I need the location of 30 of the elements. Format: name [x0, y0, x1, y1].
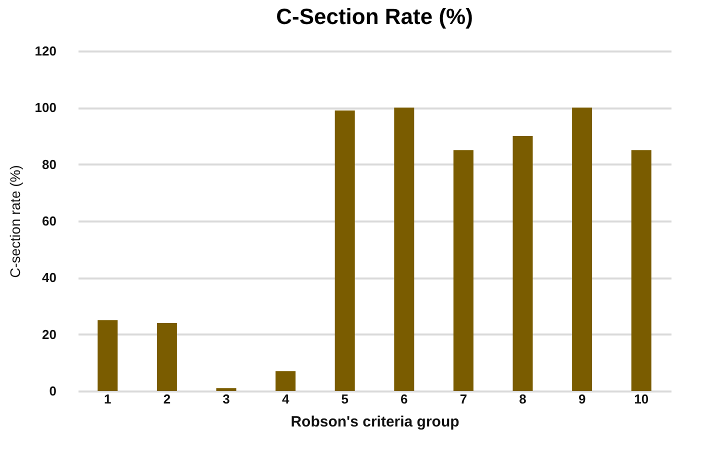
bar [156, 323, 177, 391]
x-tick-label: 7 [460, 392, 468, 406]
bar [216, 388, 236, 391]
bar [334, 110, 355, 391]
x-tick-label: 4 [282, 392, 290, 406]
x-tick-label: 10 [634, 392, 649, 406]
bar [512, 136, 533, 391]
y-tick-label: 80 [42, 156, 56, 172]
y-axis-title: C-section rate (%) [6, 165, 23, 278]
y-tick-label: 20 [42, 326, 56, 342]
y-tick-label: 60 [42, 214, 56, 228]
bar [98, 320, 118, 391]
x-tick-label: 6 [400, 392, 408, 406]
bar [453, 150, 474, 391]
bar [276, 371, 296, 391]
y-tick-label: 40 [42, 270, 56, 286]
y-tick-label: 120 [34, 44, 56, 58]
y-tick-label: 100 [34, 100, 56, 116]
y-tick-label: 0 [49, 384, 56, 398]
x-tick-label: 2 [163, 392, 171, 406]
x-tick-label: 5 [341, 392, 348, 406]
chart-title: C-Section Rate (%) [276, 4, 473, 29]
bar [572, 108, 592, 391]
bar [394, 108, 414, 391]
x-tick-label: 1 [104, 392, 112, 406]
x-tick-label: 8 [519, 392, 526, 406]
bar [631, 150, 652, 391]
x-tick-label: 3 [222, 392, 230, 406]
x-axis-title: Robson's criteria group [290, 414, 460, 430]
x-tick-label: 9 [578, 392, 586, 406]
